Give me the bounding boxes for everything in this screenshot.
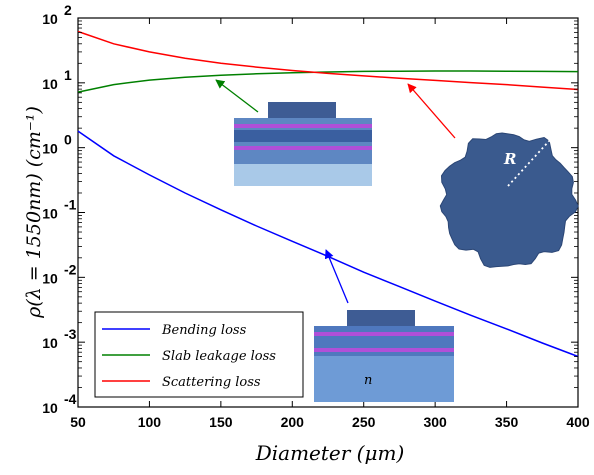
series-line-scattering-loss xyxy=(77,30,579,91)
legend-label: Slab leakage loss xyxy=(162,349,276,364)
y-tick-label: 10 xyxy=(42,141,58,157)
x-tick-label: 200 xyxy=(281,414,305,430)
rough-disk xyxy=(439,132,579,268)
x-tick-label: 250 xyxy=(352,414,376,430)
slab-quantum-well-top xyxy=(234,124,372,128)
y-tick-label: 10 xyxy=(42,11,58,27)
legend: Bending loss Slab leakage loss Scattering … xyxy=(94,311,304,398)
slab-core-layer xyxy=(234,130,372,142)
waveguide-cross-section-inset: n xyxy=(314,310,454,402)
x-tick-label: 300 xyxy=(423,414,447,430)
guide-ridge xyxy=(347,310,415,326)
y-axis-label: ρ(λ = 1550nm) (cm⁻¹) xyxy=(23,106,45,319)
bending-arrow xyxy=(324,249,349,304)
guide-quantum-well-top xyxy=(314,332,454,336)
slab-quantum-well-bottom xyxy=(234,146,372,150)
y-tick-exponent: 0 xyxy=(64,132,72,148)
guide-quantum-well-bottom xyxy=(314,348,454,352)
y-tick-exponent: -4 xyxy=(64,391,77,407)
y-tick-label: 10 xyxy=(42,400,58,416)
x-tick-label: 150 xyxy=(209,414,233,430)
rough-disk-inset: R xyxy=(439,132,579,268)
x-tick-label: 100 xyxy=(138,414,162,430)
slab-leakage-arrow xyxy=(215,79,259,113)
x-ticks: 50 100 150 200 250 300 350 400 xyxy=(70,18,590,430)
y-tick-label: 10 xyxy=(42,270,58,286)
radius-label: R xyxy=(503,150,516,168)
y-tick-exponent: -1 xyxy=(64,197,77,213)
slab-cross-section-inset xyxy=(234,102,372,186)
substrate-index-label: n xyxy=(364,373,372,388)
y-tick-label: 10 xyxy=(42,206,58,222)
y-tick-exponent: 2 xyxy=(64,2,72,18)
y-tick-label: 10 xyxy=(42,76,58,92)
x-axis-label: Diameter (μm) xyxy=(255,441,405,465)
series-line-slab-leakage-loss xyxy=(77,70,579,93)
y-tick-exponent: -2 xyxy=(64,261,77,277)
y-tick-label: 10 xyxy=(42,335,58,351)
x-tick-label: 350 xyxy=(495,414,519,430)
radius-line xyxy=(507,139,551,187)
y-tick-exponent: -3 xyxy=(64,326,77,342)
x-tick-label: 400 xyxy=(566,414,590,430)
x-tick-label: 50 xyxy=(70,414,86,430)
scattering-arrow xyxy=(407,83,456,139)
y-tick-exponent: 1 xyxy=(64,67,72,83)
legend-label: Scattering loss xyxy=(162,375,261,390)
slab-ridge xyxy=(268,102,336,118)
legend-label: Bending loss xyxy=(161,323,247,338)
y-ticks: 10 -4 10 -3 10 -2 10 -1 10 0 10 1 10 2 xyxy=(42,2,578,416)
